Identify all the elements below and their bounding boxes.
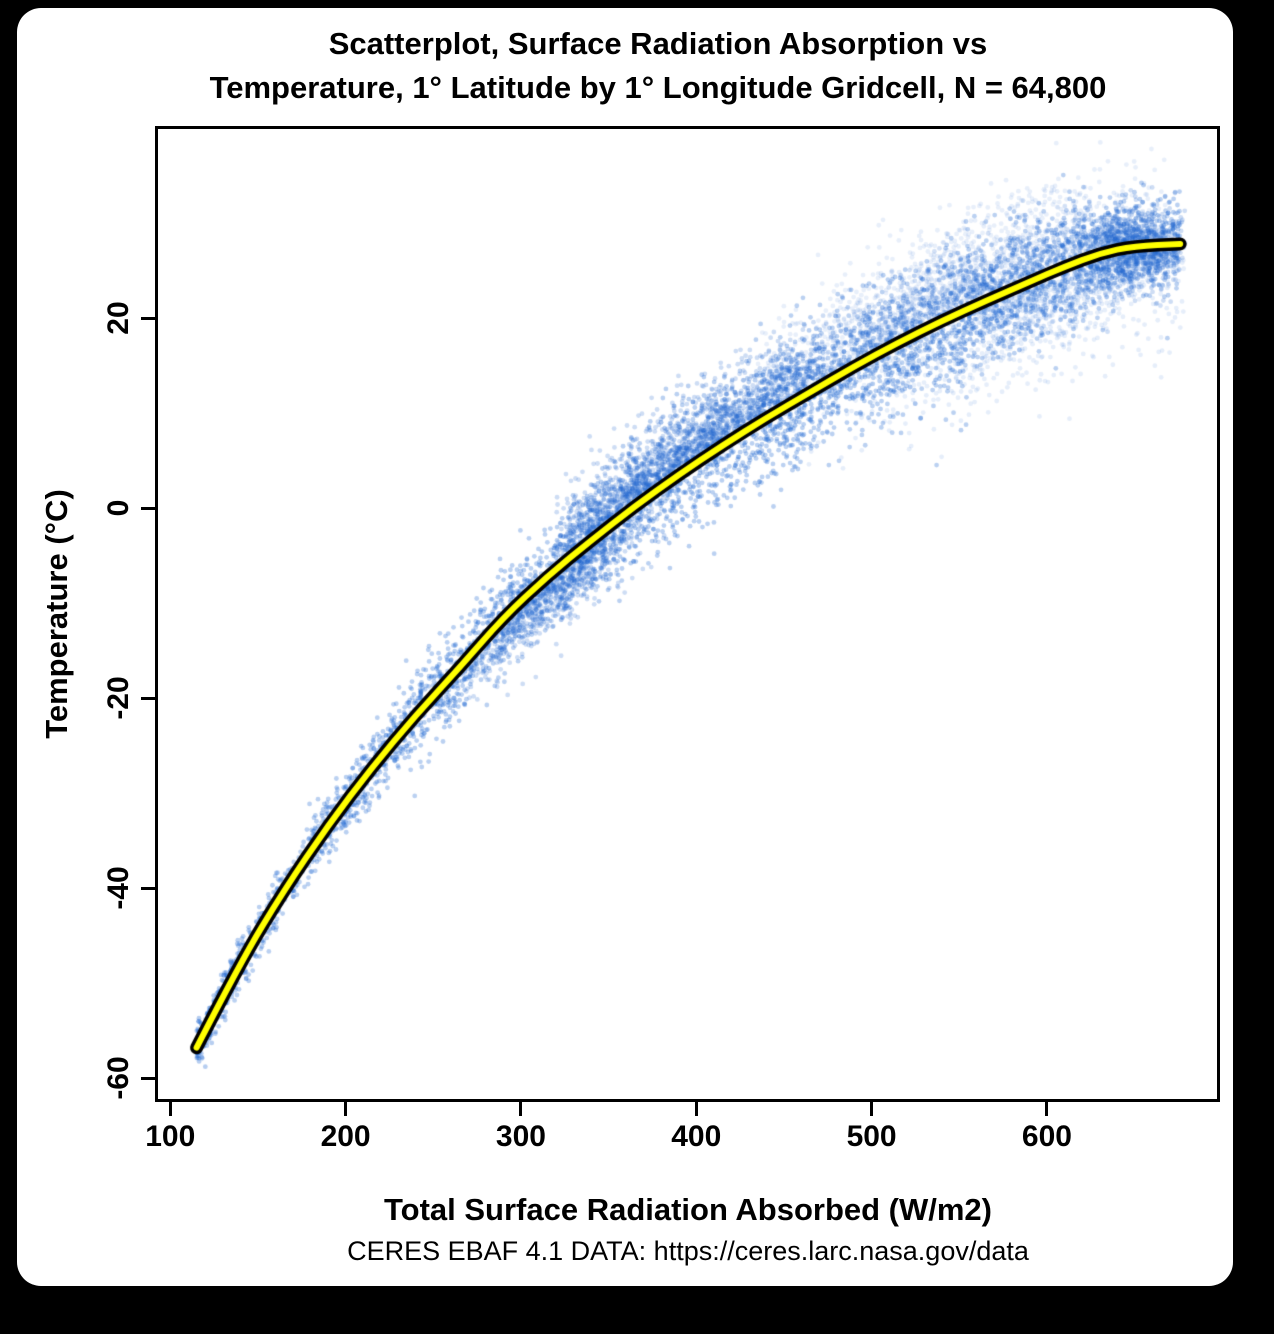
y-tick-mark <box>141 506 155 510</box>
x-tick-mark <box>519 1102 523 1116</box>
y-tick-label: -40 <box>102 866 135 910</box>
x-tick-label: 500 <box>846 1120 897 1153</box>
scatterplot-canvas <box>158 129 1217 1099</box>
y-axis-label: Temperature (°C) <box>39 489 74 739</box>
data-source-caption: CERES EBAF 4.1 DATA: https://ceres.larc.… <box>347 1236 1029 1266</box>
chart-title-line1: Scatterplot, Surface Radiation Absorptio… <box>328 26 988 61</box>
plot-box <box>155 126 1220 1102</box>
y-tick-label: -20 <box>102 676 135 720</box>
x-tick-mark <box>694 1102 698 1116</box>
x-tick-label: 300 <box>495 1120 546 1153</box>
x-tick-label: 200 <box>320 1120 371 1153</box>
chart-title: Scatterplot, Surface Radiation Absorptio… <box>97 22 1219 110</box>
figure-card: Scatterplot, Surface Radiation Absorptio… <box>17 8 1233 1286</box>
y-tick-mark <box>141 1076 155 1080</box>
x-axis-label: Total Surface Radiation Absorbed (W/m2) <box>384 1192 992 1227</box>
y-tick-mark <box>141 696 155 700</box>
x-tick-mark <box>1045 1102 1049 1116</box>
x-tick-mark <box>168 1102 172 1116</box>
y-tick-label: 20 <box>102 301 135 335</box>
x-tick-mark <box>344 1102 348 1116</box>
x-tick-label: 400 <box>671 1120 722 1153</box>
y-tick-label: -60 <box>102 1056 135 1100</box>
x-tick-label: 600 <box>1021 1120 1072 1153</box>
chart-title-line2: Temperature, 1° Latitude by 1° Longitude… <box>209 70 1107 105</box>
y-tick-mark <box>141 886 155 890</box>
x-tick-label: 100 <box>145 1120 196 1153</box>
y-tick-label: 0 <box>102 499 135 517</box>
y-tick-mark <box>141 316 155 320</box>
x-tick-mark <box>870 1102 874 1116</box>
